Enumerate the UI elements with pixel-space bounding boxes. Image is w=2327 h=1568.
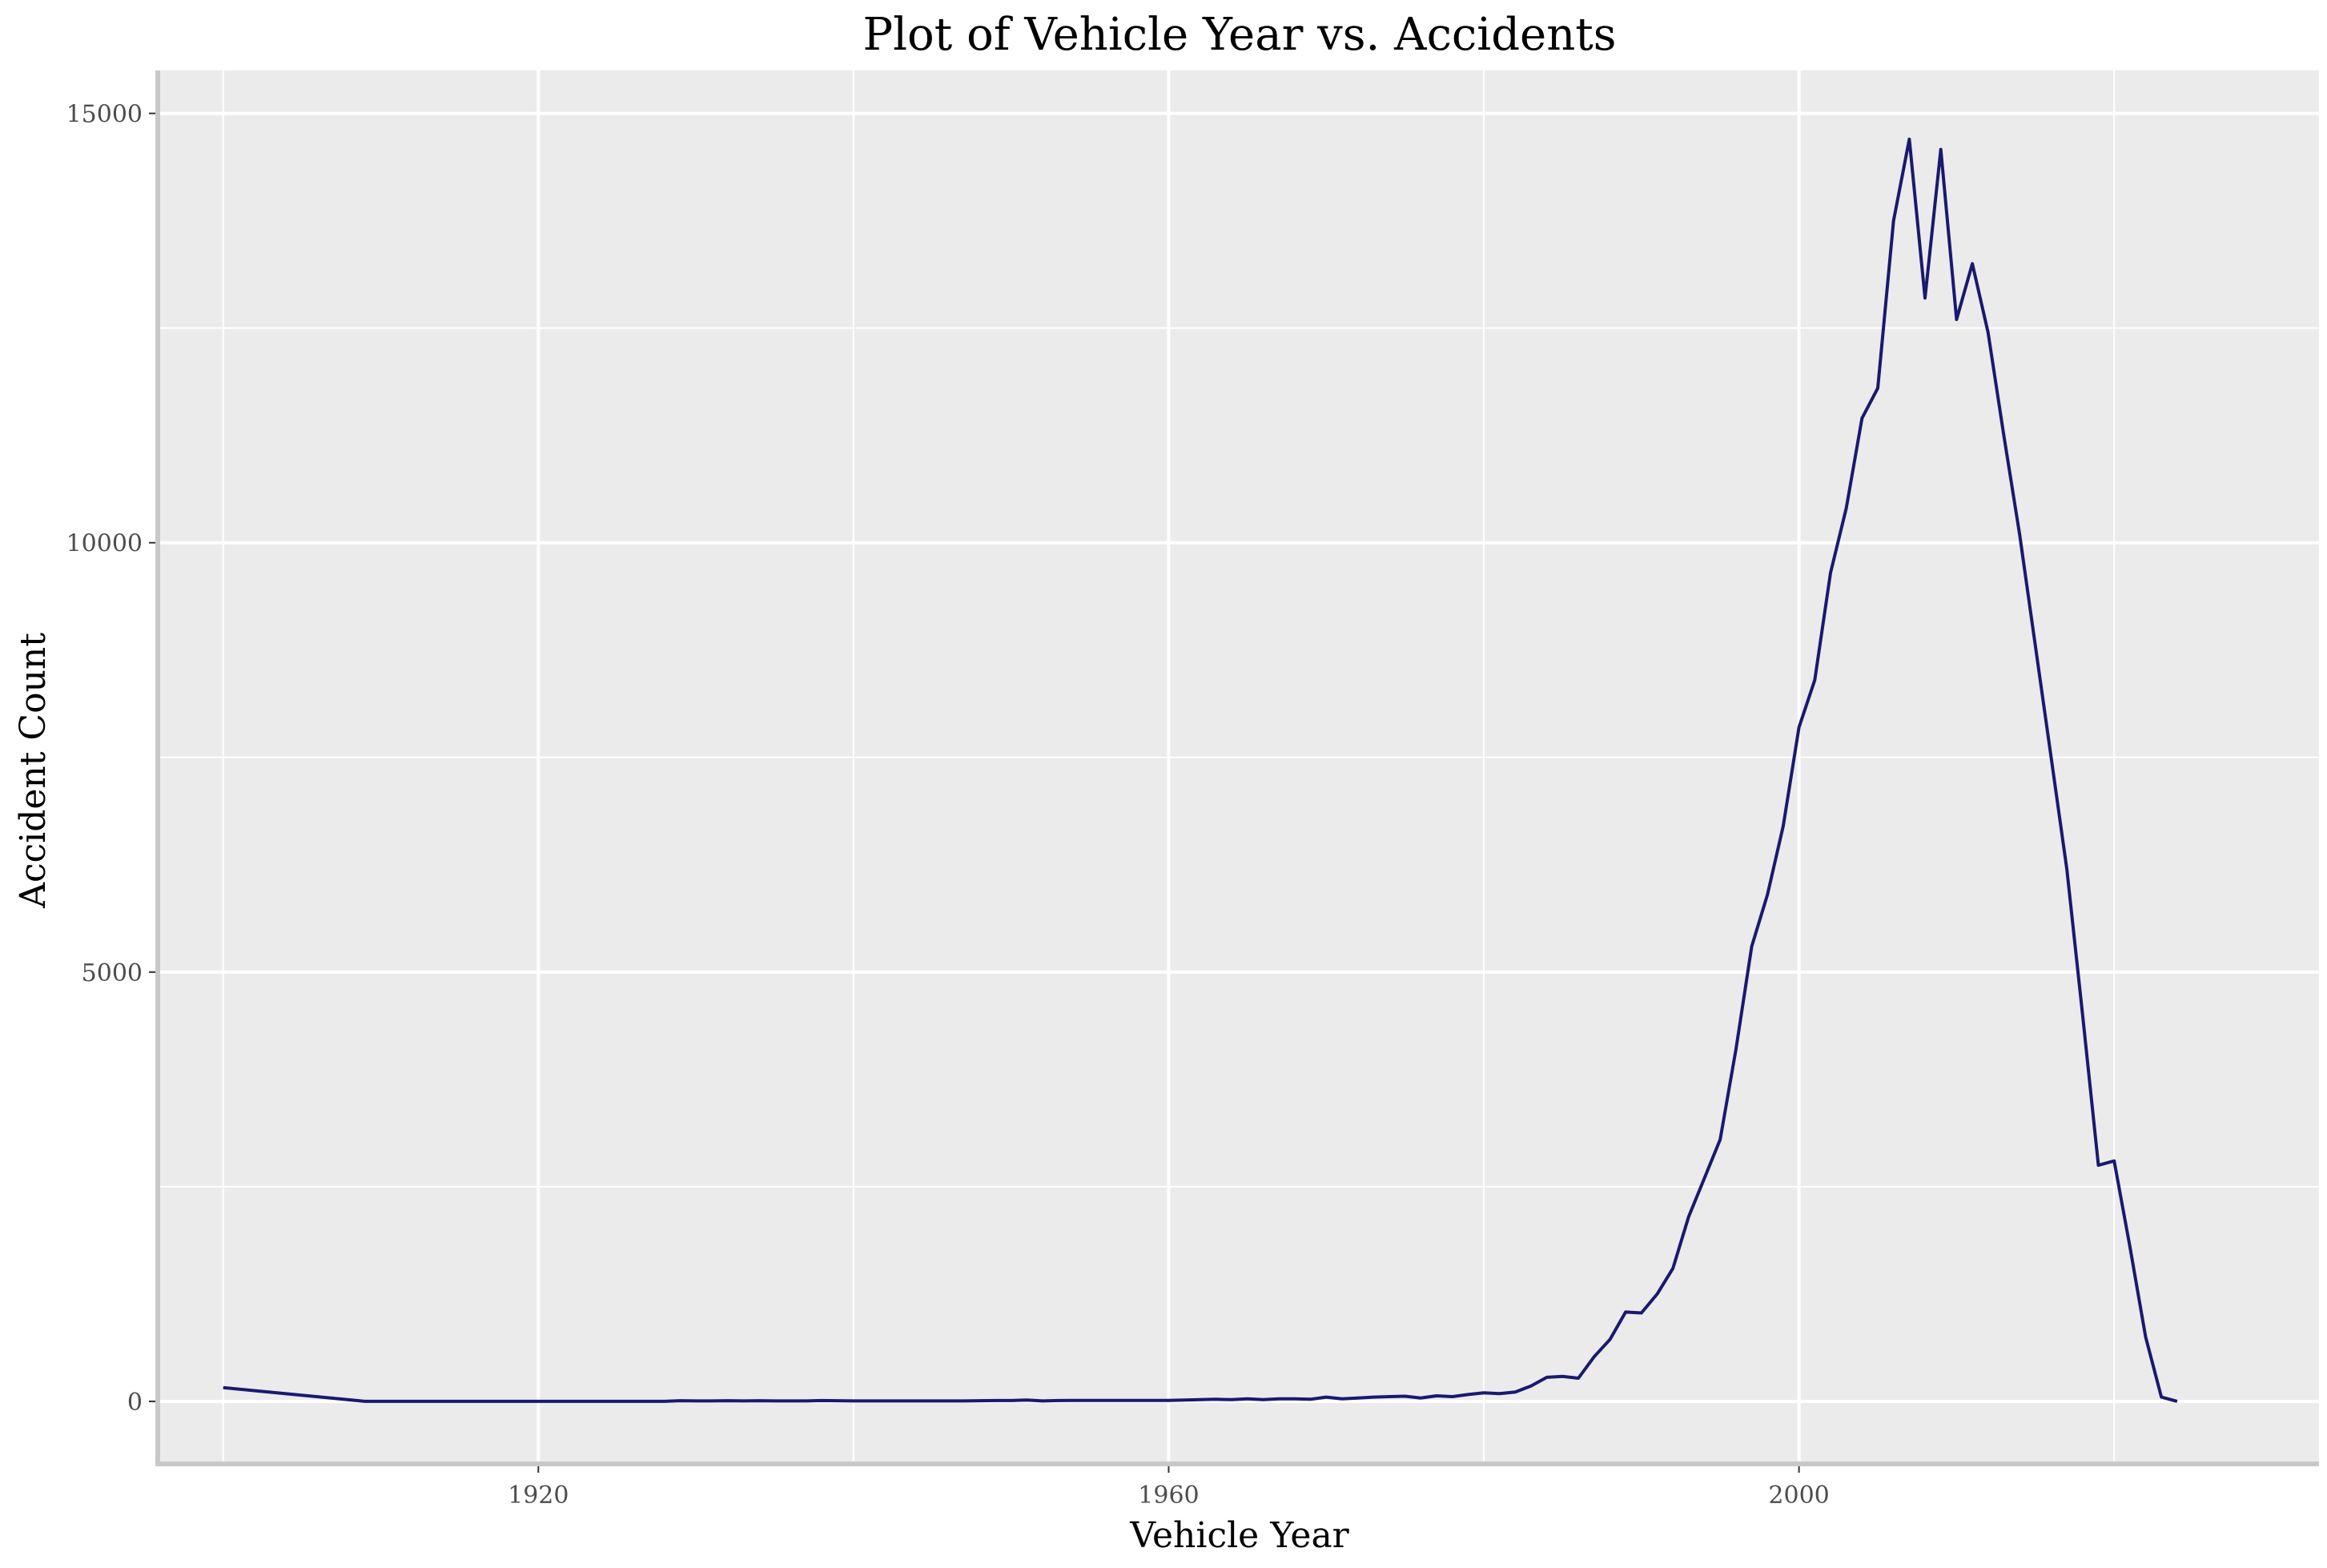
minor-gridlines [160, 70, 2319, 1461]
x-tick-label: 1920 [508, 1482, 569, 1510]
x-axis-title: Vehicle Year [1129, 1515, 1349, 1556]
y-tick-label: 15000 [66, 101, 143, 129]
y-tick-label: 10000 [66, 530, 143, 558]
chart-title: Plot of Vehicle Year vs. Accidents [862, 9, 1616, 61]
series-line [223, 137, 2178, 1403]
y-axis-title: Accident Count [13, 633, 54, 909]
x-tick-label: 1960 [1138, 1482, 1199, 1510]
plot-panel [160, 70, 2319, 1461]
y-tick-label: 0 [127, 1389, 143, 1417]
x-tick-label: 2000 [1768, 1482, 1829, 1510]
y-axis-ticks: 0 5000 10000 15000 [66, 101, 155, 1417]
y-tick-label: 5000 [82, 959, 143, 987]
x-axis-ticks: 1920 1960 2000 [508, 1466, 1830, 1510]
